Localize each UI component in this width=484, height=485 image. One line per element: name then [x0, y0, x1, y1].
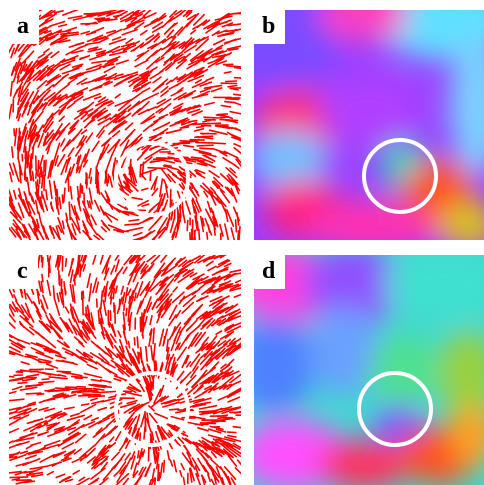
streamline-segment	[10, 477, 28, 478]
streamline-segment	[129, 342, 130, 348]
streamline-segment	[69, 202, 70, 219]
streamline-segment	[86, 307, 87, 315]
streamline-segment	[235, 78, 241, 79]
panel-label-d: d	[254, 255, 285, 289]
streamline-segment	[39, 362, 50, 363]
streamline-segment	[117, 231, 123, 232]
streamline-segment	[208, 143, 225, 144]
streamline-segment	[153, 353, 154, 361]
panel-b: b	[254, 10, 484, 240]
streamline-segment	[36, 170, 37, 178]
highlight-circle-b	[362, 138, 438, 214]
streamline-segment	[223, 418, 235, 419]
streamline-segment	[205, 119, 215, 120]
streamline-segment	[226, 99, 239, 100]
streamline-segment	[197, 145, 213, 146]
streamline-segment	[90, 13, 98, 14]
streamline-field-c	[9, 255, 241, 485]
orientation-map-d	[254, 255, 484, 485]
streamline-segment	[96, 167, 97, 184]
streamline-segment	[18, 383, 27, 384]
streamline-segment	[42, 275, 43, 282]
streamline-segment	[197, 126, 204, 127]
streamline-segment	[38, 161, 39, 176]
streamline-segment	[207, 232, 208, 239]
streamline-segment	[126, 308, 127, 315]
streamline-segment	[58, 255, 59, 262]
streamline-segment	[105, 387, 111, 388]
streamline-segment	[236, 220, 237, 232]
streamline-segment	[50, 264, 51, 272]
streamline-segment	[156, 446, 157, 453]
streamline-segment	[153, 328, 154, 343]
panel-d: d	[254, 255, 484, 485]
streamline-segment	[12, 147, 13, 158]
streamline-segment	[92, 392, 102, 393]
streamline-segment	[218, 114, 228, 115]
streamline-segment	[51, 202, 52, 209]
streamline-segment	[48, 255, 49, 262]
streamline-segment	[25, 357, 31, 358]
streamline-segment	[68, 175, 69, 191]
panel-label-a: a	[9, 10, 39, 44]
streamline-segment	[204, 117, 219, 118]
streamline-segment	[137, 337, 138, 348]
streamline-segment	[17, 108, 18, 117]
streamline-segment	[138, 451, 139, 458]
streamline-segment	[91, 177, 92, 183]
highlight-circle-a	[114, 141, 190, 217]
highlight-circle-d	[357, 371, 433, 447]
streamline-segment	[187, 221, 188, 231]
streamline-segment	[14, 129, 15, 136]
streamline-segment	[78, 255, 79, 266]
panel-label-b: b	[254, 10, 285, 44]
streamline-segment	[226, 81, 237, 82]
streamline-segment	[91, 396, 104, 397]
panel-c: c	[9, 255, 241, 485]
streamline-segment	[98, 310, 99, 323]
streamline-segment	[233, 427, 240, 428]
orientation-map-b	[254, 10, 484, 240]
streamline-segment	[31, 158, 32, 169]
streamline-segment	[134, 338, 135, 345]
streamline-segment	[164, 461, 165, 473]
streamline-segment	[83, 291, 84, 298]
streamline-segment	[197, 222, 198, 229]
panel-a: a	[9, 10, 241, 240]
streamline-segment	[200, 148, 212, 149]
streamline-segment	[42, 379, 49, 380]
streamline-segment	[33, 172, 34, 182]
streamline-segment	[102, 392, 115, 393]
highlight-circle-c	[114, 371, 190, 447]
streamline-segment	[66, 259, 67, 267]
streamline-segment	[56, 388, 71, 389]
streamline-segment	[25, 147, 26, 159]
streamline-segment	[80, 186, 81, 198]
streamline-segment	[59, 271, 60, 284]
streamline-segment	[190, 233, 191, 240]
streamline-segment	[142, 328, 143, 338]
streamline-segment	[125, 224, 138, 225]
streamline-segment	[129, 297, 130, 304]
panel-label-c: c	[9, 255, 38, 289]
streamline-segment	[95, 18, 105, 19]
streamline-segment	[9, 376, 14, 377]
streamline-segment	[30, 369, 44, 370]
streamline-segment	[83, 394, 101, 395]
streamline-segment	[225, 102, 234, 103]
streamline-segment	[191, 235, 192, 240]
streamline-segment	[57, 371, 70, 372]
streamline-segment	[226, 66, 240, 67]
streamline-segment	[45, 160, 46, 175]
streamline-segment	[26, 385, 40, 386]
streamline-segment	[193, 123, 209, 124]
streamline-segment	[26, 393, 41, 394]
streamline-segment	[81, 23, 97, 24]
streamline-segment	[158, 464, 159, 480]
streamline-segment	[235, 68, 241, 69]
streamline-segment	[53, 286, 54, 299]
